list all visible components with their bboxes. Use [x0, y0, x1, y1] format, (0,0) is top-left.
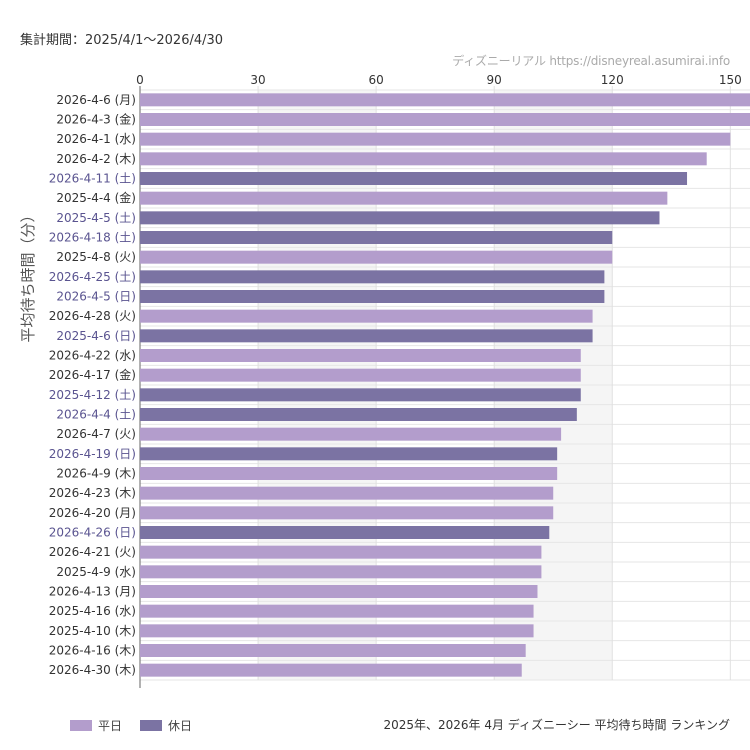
- category-label: 2026-4-6 (月): [56, 93, 136, 107]
- category-label: 2025-4-6 (日): [56, 329, 136, 343]
- category-label: 2026-4-18 (土): [49, 231, 136, 245]
- category-label: 2026-4-28 (火): [49, 309, 136, 323]
- source-credit: ディズニーリアル https://disneyreal.asumirai.inf…: [452, 54, 730, 68]
- bar: [140, 231, 613, 244]
- category-label: 2026-4-13 (月): [49, 585, 136, 599]
- category-label: 2025-4-5 (土): [56, 211, 136, 225]
- bar: [140, 250, 613, 264]
- bar: [140, 624, 534, 638]
- category-label: 2026-4-11 (土): [49, 172, 136, 186]
- bar: [140, 604, 534, 618]
- x-tick-label: 30: [250, 73, 265, 87]
- category-label: 2026-4-30 (木): [49, 663, 136, 677]
- category-label: 2026-4-3 (金): [56, 112, 136, 127]
- period-label: 集計期間：2025/4/1〜2026/4/30: [20, 33, 224, 48]
- category-label: 2026-4-19 (日): [49, 447, 136, 461]
- category-label: 2025-4-12 (土): [49, 388, 136, 402]
- category-label: 2026-4-7 (火): [56, 427, 136, 441]
- bar: [140, 427, 562, 441]
- bar: [140, 644, 526, 657]
- category-label: 2025-4-8 (火): [56, 250, 136, 264]
- bar: [140, 585, 538, 598]
- category-label: 2026-4-25 (土): [49, 270, 136, 284]
- bar: [140, 132, 731, 146]
- bar: [140, 191, 668, 205]
- category-label: 2026-4-17 (金): [49, 367, 136, 382]
- legend-item-holiday[interactable]: 休日: [140, 717, 192, 734]
- bar: [140, 329, 593, 343]
- category-label: 2025-4-9 (水): [56, 565, 136, 579]
- x-tick-label: 150: [719, 73, 742, 87]
- category-label: 2026-4-2 (木): [56, 152, 136, 166]
- bar: [140, 486, 554, 500]
- bar: [140, 545, 542, 559]
- bar: [140, 663, 522, 677]
- category-label: 2026-4-1 (水): [56, 132, 136, 146]
- bar: [140, 309, 593, 323]
- bar: [140, 270, 605, 284]
- legend-label-holiday: 休日: [168, 719, 193, 733]
- category-label: 2026-4-23 (木): [49, 486, 136, 500]
- bar: [140, 447, 558, 461]
- category-label: 2026-4-9 (木): [56, 467, 136, 481]
- bar: [140, 408, 577, 421]
- category-label: 2025-4-4 (金): [56, 190, 136, 205]
- y-axis-title: 平均待ち時間（分）: [19, 207, 37, 342]
- x-tick-label: 90: [487, 73, 502, 87]
- legend-item-weekday[interactable]: 平日: [70, 717, 122, 734]
- bar: [140, 467, 558, 480]
- bar: [140, 93, 750, 107]
- category-label: 2025-4-10 (木): [49, 624, 136, 638]
- bar: [140, 349, 581, 362]
- category-label: 2026-4-21 (火): [49, 545, 136, 559]
- legend-swatch-holiday: [140, 720, 163, 731]
- category-label: 2026-4-16 (木): [49, 644, 136, 658]
- bar: [140, 526, 550, 539]
- category-label: 2026-4-20 (月): [49, 506, 136, 520]
- bar: [140, 565, 542, 579]
- bar: [140, 368, 581, 382]
- category-label: 2026-4-26 (日): [49, 526, 136, 540]
- category-label: 2026-4-4 (土): [56, 408, 136, 422]
- category-label: 2025-4-16 (水): [49, 604, 136, 618]
- bar: [140, 211, 660, 225]
- bar: [140, 152, 707, 166]
- chart-legend: 平日 休日: [70, 717, 210, 734]
- category-label: 2026-4-5 (日): [56, 290, 136, 304]
- bar: [140, 113, 750, 126]
- category-label: 2026-4-22 (水): [49, 349, 136, 363]
- x-tick-label: 60: [368, 73, 383, 87]
- bar: [140, 506, 554, 520]
- x-tick-label: 120: [601, 73, 624, 87]
- bar: [140, 172, 688, 185]
- x-tick-label: 0: [136, 73, 144, 87]
- bar: [140, 290, 605, 303]
- bar: [140, 388, 581, 402]
- chart-caption: 2025年、2026年 4月 ディズニーシー 平均待ち時間 ランキング: [383, 718, 730, 732]
- legend-label-weekday: 平日: [98, 719, 123, 733]
- legend-swatch-weekday: [70, 720, 92, 731]
